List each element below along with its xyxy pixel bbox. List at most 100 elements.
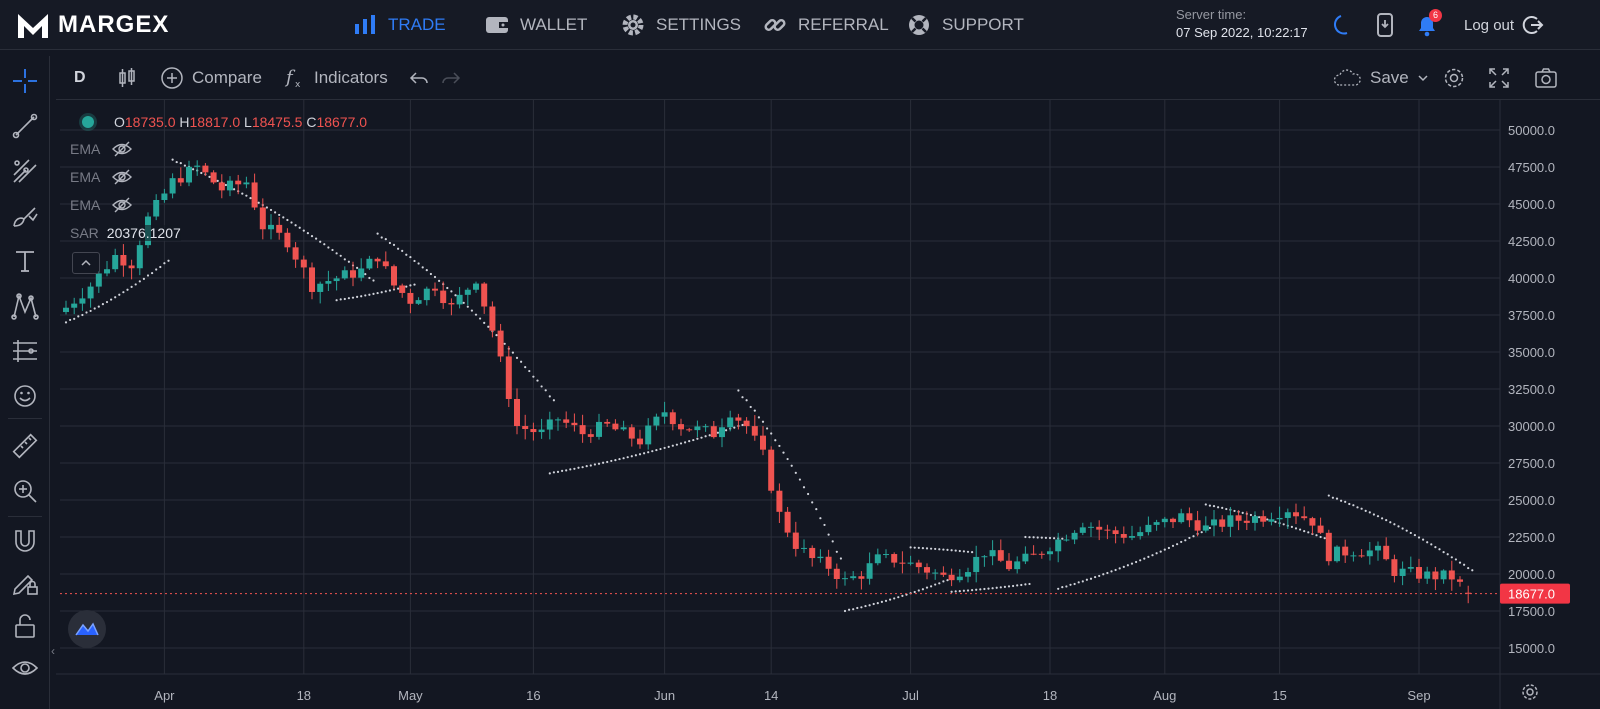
mobile-app-icon[interactable] [1372,12,1398,38]
sar-dot [950,549,953,552]
sar-dot [515,356,519,359]
candle-body [243,182,250,185]
nav-referral[interactable]: REFERRAL [762,10,889,40]
chart-settings-button[interactable] [1442,66,1466,90]
indicator-ema-3[interactable]: EMA [70,197,133,213]
candle-body [489,306,496,331]
logout-button[interactable]: Log out [1464,14,1544,36]
sar-dot [1200,531,1203,534]
sar-dot [110,298,113,301]
sar-dot [794,471,797,474]
sar-dot [298,226,301,229]
unlock-tool[interactable] [10,611,40,641]
candle-body [95,273,102,287]
sar-dot [93,307,96,310]
redo-button[interactable] [440,66,462,90]
sar-dot [356,266,359,269]
crosshair-tool[interactable] [10,66,40,96]
chart-type-button[interactable] [116,66,138,90]
sar-dot [1171,544,1175,547]
sar-dot [962,550,966,553]
sar-dot [1020,583,1023,587]
save-button[interactable]: Save [1332,66,1429,90]
collapse-legend-button[interactable] [72,252,100,274]
measure-tool[interactable] [10,431,40,461]
sar-dot [122,291,125,294]
eye-off-icon[interactable] [112,169,133,185]
trend-line-tool[interactable] [10,111,40,141]
candle-body [751,426,758,436]
indicator-sar[interactable]: SAR 20376.1207 [70,225,181,241]
candle-body [251,182,258,208]
svg-text:x: x [295,80,301,90]
sar-dot [897,596,900,599]
nav-support[interactable]: SUPPORT [906,10,1024,40]
sar-dot [323,243,326,246]
plus-circle-icon [161,67,183,89]
candle-body [1350,555,1357,557]
indicator-ema-2[interactable]: EMA [70,169,133,185]
nav-trade[interactable]: TRADE [352,10,446,40]
tradingview-logo[interactable] [68,610,106,648]
candle-body [1170,518,1176,523]
candle-body [907,562,914,564]
pattern-tool[interactable] [10,291,40,321]
price-chart[interactable]: 50000.0 47500.0 45000.0 42500.0 40000.0 37500… [56,100,1600,709]
compare-button[interactable]: Compare [160,66,262,90]
sar-dot [1221,506,1224,509]
logout-label: Log out [1464,16,1515,34]
sar-dot [339,254,342,257]
y-tick-label: 22500.0 [1508,530,1555,545]
sar-dot [216,179,219,182]
smiley-icon [14,385,36,407]
visibility-tool[interactable] [10,653,40,683]
text-tool[interactable] [10,246,40,276]
sar-dot [175,160,178,164]
sar-dot [339,298,342,301]
sar-dot [372,292,375,295]
candle-body [522,426,529,430]
prediction-tool[interactable] [10,336,40,366]
nav-settings[interactable]: SETTINGS [620,10,741,40]
brand-logo[interactable]: MARGEX [16,8,169,42]
zoom-tool[interactable] [10,476,40,506]
sar-dot [548,472,551,475]
sar-dot [544,389,547,392]
magnet-tool[interactable] [10,526,40,556]
eye-off-icon[interactable] [112,197,133,213]
screenshot-button[interactable] [1534,66,1558,90]
sar-dot [69,318,72,322]
icons-tool[interactable] [10,381,40,411]
brush-tool[interactable] [10,201,40,231]
sar-dot [1454,558,1457,561]
sidebar-collapse-handle[interactable]: ‹ [51,644,55,658]
moon-icon[interactable] [1330,12,1356,38]
sar-dot [1397,525,1400,528]
candle-body [1416,567,1422,579]
y-tick-label: 25000.0 [1508,493,1555,508]
sar-dot [889,598,892,601]
sar-dot [64,321,68,324]
candle-body [1465,592,1472,594]
sar-dot [971,551,974,554]
eye-off-icon[interactable] [112,141,133,157]
undo-button[interactable] [408,66,430,90]
ruler-icon [12,433,38,459]
candle-body [358,268,365,278]
interval-selector[interactable]: D [74,69,86,86]
sar-dot [761,420,765,423]
sar-dot [364,273,367,276]
fullscreen-button[interactable] [1488,66,1510,90]
sar-dot [1327,494,1330,497]
lock-drawings-tool[interactable] [10,568,40,598]
sar-dot [405,253,408,256]
sar-dot [454,294,457,297]
candle-body [538,429,545,433]
indicator-ema-1[interactable]: EMA [70,141,133,157]
gear-ring [1522,684,1538,700]
candle-body [317,283,324,292]
nav-wallet[interactable]: WALLET [484,10,587,40]
pitchfork-tool[interactable] [10,156,40,186]
